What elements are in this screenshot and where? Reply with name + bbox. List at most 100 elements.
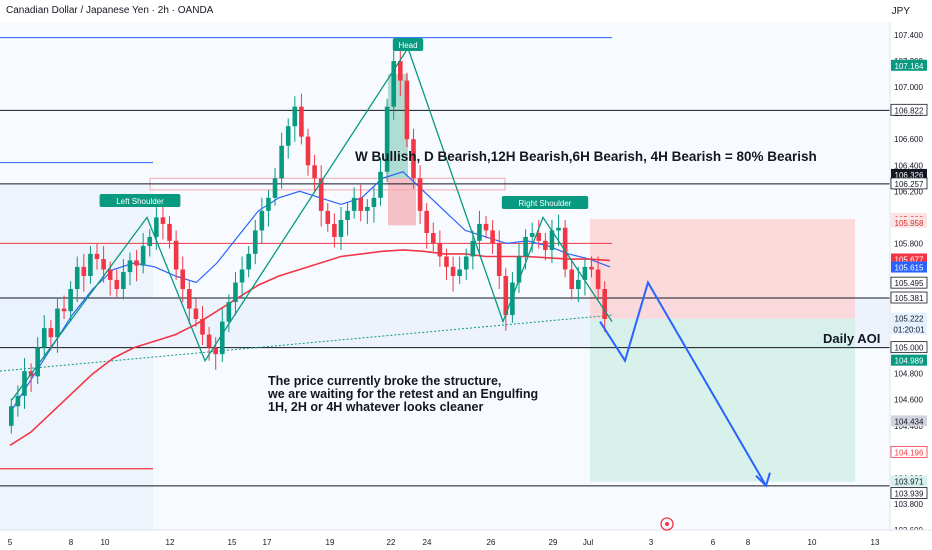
candle-body <box>167 223 172 241</box>
x-tick-label: 24 <box>423 538 432 547</box>
candle <box>345 203 350 236</box>
candle <box>496 230 502 290</box>
right-shoulder-label-bg <box>501 196 589 209</box>
candle <box>470 230 476 270</box>
price-label-text: 106.326 <box>895 171 924 180</box>
x-tick-label: 19 <box>326 538 335 547</box>
candle <box>15 385 21 417</box>
price-label-bg <box>890 291 928 304</box>
x-tick-label: 10 <box>808 538 817 547</box>
candle <box>318 165 324 227</box>
candle-body <box>114 279 120 290</box>
candle-body <box>81 266 87 276</box>
candle-body <box>332 223 337 237</box>
candle <box>193 298 199 327</box>
candle-body <box>299 106 304 137</box>
candle <box>332 213 337 248</box>
daily-aoi-label: Daily AOI <box>823 331 881 346</box>
x-tick-label: 29 <box>549 538 558 547</box>
candle <box>516 243 522 293</box>
candle <box>378 158 383 206</box>
event-icon <box>660 517 674 531</box>
candle <box>490 219 495 254</box>
candle-body <box>318 178 324 211</box>
price-label-bg <box>890 177 928 190</box>
price-label-bg <box>891 59 927 71</box>
note-line-3: 1H, 2H or 4H whatever looks cleaner <box>268 400 484 414</box>
candle-body <box>160 217 166 224</box>
price-label-bg <box>890 276 928 289</box>
price-label: 105.615 <box>891 261 927 273</box>
candle-body <box>101 259 106 270</box>
price-label-text: 105.677 <box>895 255 924 264</box>
candle-body <box>562 227 568 270</box>
candle <box>48 320 54 351</box>
candle-body <box>94 253 100 260</box>
candle <box>576 266 581 303</box>
candle-body <box>536 233 542 241</box>
candle <box>582 259 588 296</box>
note-annotation: The price currently broke the structure,… <box>268 375 538 414</box>
candle <box>160 204 166 240</box>
price-label-bg <box>891 253 927 265</box>
candle <box>167 216 172 249</box>
candle <box>35 337 40 385</box>
candle-body <box>206 334 212 348</box>
candle-body <box>325 210 331 224</box>
currency-label: JPY <box>891 6 910 17</box>
price-label: 103.971 <box>891 475 927 487</box>
candle-body <box>252 230 258 254</box>
candle-body <box>602 289 607 319</box>
y-tick-label: 106.400 <box>894 161 923 170</box>
candle-body <box>556 227 561 231</box>
price-label-text: 106.257 <box>895 180 924 189</box>
candle <box>279 132 284 189</box>
note-line-2: we are waiting for the retest and an Eng… <box>268 387 539 401</box>
price-label-bg <box>890 445 928 458</box>
candle <box>404 72 410 148</box>
candle-body <box>338 219 344 237</box>
x-tick-label: 6 <box>711 538 716 547</box>
price-label-text: 103.939 <box>895 490 924 499</box>
candle <box>213 337 218 370</box>
candle-body <box>569 269 575 290</box>
candle-body <box>496 243 502 276</box>
neckline <box>0 314 613 372</box>
time-axis <box>0 530 932 550</box>
x-tick-label: 5 <box>8 538 13 547</box>
price-label-text: 106.822 <box>895 106 924 115</box>
candle-body <box>193 308 199 319</box>
price-label-text: 105.000 <box>895 344 924 353</box>
candle-body <box>140 246 146 266</box>
candle-body <box>312 165 317 179</box>
candle-body <box>61 308 67 312</box>
candle-body <box>523 236 528 257</box>
candle <box>259 197 265 244</box>
candle <box>94 243 100 270</box>
y-tick-label: 107.400 <box>894 31 923 40</box>
price-label-text: 104.434 <box>895 417 924 426</box>
stop-zone <box>590 218 855 319</box>
ma-line-1 <box>9 249 611 446</box>
candle-body <box>180 269 186 290</box>
y-tick-label: 106.600 <box>894 135 923 144</box>
y-tick-label: 107.000 <box>894 83 923 92</box>
candle <box>417 165 423 224</box>
right-shoulder-label: Right Shoulder <box>501 196 589 209</box>
candle-body <box>345 210 350 220</box>
y-tick-label: 105.800 <box>894 239 923 248</box>
candle-body <box>154 217 159 237</box>
candle-body <box>15 395 21 407</box>
candle-body <box>404 80 410 140</box>
candle-body <box>351 197 357 211</box>
price-label: 105.495 <box>890 276 928 289</box>
projection-path <box>599 279 767 487</box>
price-label: 106.257 <box>890 177 928 190</box>
y-tick-label: 106.200 <box>894 187 923 196</box>
candle-body <box>35 347 40 377</box>
price-label: 105.958 <box>891 216 927 228</box>
left-shoulder-label: Left Shoulder <box>99 194 181 207</box>
price-label-bg <box>891 312 927 324</box>
right-shoulder-label-text: Right Shoulder <box>519 199 572 208</box>
